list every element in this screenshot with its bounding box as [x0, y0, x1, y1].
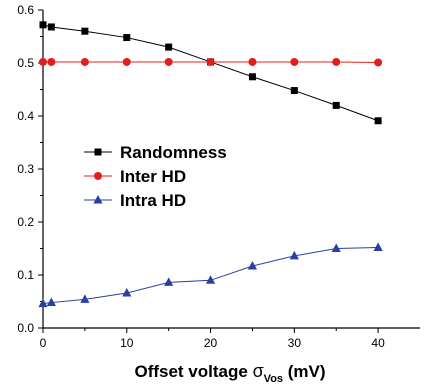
plot-axes: [42, 10, 420, 329]
data-point-intra-hd: [122, 288, 132, 297]
x-axis-title-subscript: Vos: [264, 373, 283, 385]
x-tick-label: 30: [288, 336, 302, 350]
y-tick-label: 0.0: [17, 321, 34, 335]
legend-marker-intra-hd: [93, 195, 103, 204]
x-tick-label: 0: [40, 336, 47, 350]
x-axis-ticks: 0 10 20 30 40: [40, 328, 385, 350]
series-inter-hd: [39, 57, 383, 67]
data-point-intra-hd: [247, 260, 258, 270]
legend-item-intra-hd: Intra HD: [84, 191, 186, 210]
data-point-randomness: [374, 117, 382, 125]
data-point-randomness: [123, 34, 131, 42]
legend-label-intra-hd: Intra HD: [120, 191, 186, 210]
y-tick-label: 0.1: [17, 268, 34, 282]
data-point-randomness: [47, 23, 55, 31]
data-point-inter-hd: [39, 57, 47, 66]
y-tick-label: 0.5: [17, 56, 34, 70]
series-line-intra-hd: [42, 246, 379, 305]
x-tick-label: 40: [371, 336, 385, 350]
y-axis-ticks: 0.0 0.1 0.2 0.3 0.4 0.5 0.6: [17, 3, 43, 335]
data-point-randomness: [248, 73, 256, 81]
series-line-randomness: [42, 24, 379, 122]
data-point-inter-hd: [290, 57, 299, 66]
y-tick-label: 0.4: [17, 109, 34, 123]
x-tick-label: 10: [120, 336, 134, 350]
data-point-intra-hd: [164, 277, 174, 286]
data-point-randomness: [165, 43, 173, 51]
data-point-intra-hd: [46, 297, 56, 307]
data-point-inter-hd: [206, 57, 215, 66]
legend-item-randomness: Randomness: [84, 143, 227, 162]
series-line-inter-hd: [43, 61, 379, 63]
series-intra-hd: [38, 242, 383, 308]
data-point-intra-hd: [373, 242, 383, 251]
y-tick-label: 0.2: [17, 215, 34, 229]
data-point-intra-hd: [80, 294, 90, 303]
data-point-inter-hd: [332, 57, 341, 66]
y-tick-label: 0.6: [17, 3, 34, 17]
data-point-inter-hd: [248, 57, 257, 66]
data-point-inter-hd: [47, 57, 56, 66]
x-axis-title-main: Offset voltage: [134, 362, 252, 381]
legend-label-inter-hd: Inter HD: [120, 167, 186, 186]
data-point-randomness: [81, 27, 89, 35]
x-tick-label: 20: [204, 336, 218, 350]
legend-label-randomness: Randomness: [120, 143, 227, 162]
data-point-randomness: [290, 87, 298, 95]
data-point-randomness: [39, 21, 47, 29]
legend: Randomness Inter HD Intra HD: [84, 143, 227, 210]
data-point-intra-hd: [331, 243, 341, 252]
data-point-intra-hd: [38, 298, 48, 308]
x-axis-title-unit: (mV): [283, 362, 326, 381]
x-axis-title: Offset voltage σVos (mV): [134, 361, 325, 385]
data-point-randomness: [332, 101, 340, 109]
x-axis-title-sigma: σ: [253, 361, 264, 381]
data-point-intra-hd: [205, 275, 216, 284]
series-randomness: [39, 21, 382, 125]
data-point-inter-hd: [122, 57, 131, 66]
data-point-intra-hd: [289, 250, 299, 260]
legend-item-inter-hd: Inter HD: [84, 167, 186, 186]
legend-marker-inter-hd: [94, 172, 102, 180]
data-point-inter-hd: [164, 57, 173, 66]
data-point-inter-hd: [374, 58, 383, 67]
data-point-inter-hd: [80, 57, 89, 66]
y-tick-label: 0.3: [17, 162, 34, 176]
legend-marker-randomness: [94, 148, 102, 156]
series-layer: [38, 21, 383, 308]
